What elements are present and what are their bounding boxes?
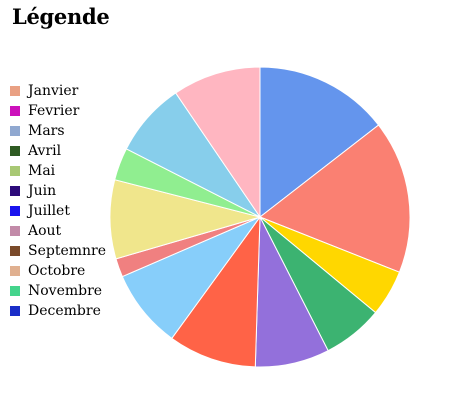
legend-swatch [10, 206, 20, 216]
pie-slice [259, 124, 411, 273]
legend-swatch [10, 106, 20, 116]
pie-slice [259, 66, 380, 219]
legend-label: Janvier [28, 83, 79, 99]
chart-title: Légende [12, 4, 110, 29]
pie-slice [174, 66, 261, 219]
legend-swatch [10, 226, 20, 236]
legend-item: Mars [10, 121, 106, 141]
legend-swatch [10, 266, 20, 276]
legend-item: Novembre [10, 281, 106, 301]
legend-label: Mai [28, 163, 56, 179]
legend-label: Novembre [28, 283, 103, 299]
legend-item: Decembre [10, 301, 106, 321]
legend-label: Mars [28, 123, 65, 139]
legend-label: Juillet [28, 203, 70, 219]
legend-label: Septemnre [28, 243, 107, 259]
legend-item: Juillet [10, 201, 106, 221]
legend-swatch [10, 306, 20, 316]
legend-swatch [10, 166, 20, 176]
legend-item: Janvier [10, 81, 106, 101]
legend-item: Aout [10, 221, 106, 241]
legend-swatch [10, 86, 20, 96]
legend-swatch [10, 286, 20, 296]
legend-item: Septemnre [10, 241, 106, 261]
legend-label: Octobre [28, 263, 86, 279]
legend-label: Aout [28, 223, 62, 239]
legend: Janvier Fevrier Mars Avril Mai Juin Juillet Aou… [10, 81, 106, 321]
legend-swatch [10, 146, 20, 156]
legend-swatch [10, 186, 20, 196]
pie-slice [171, 215, 261, 368]
legend-item: Octobre [10, 261, 106, 281]
legend-label: Fevrier [28, 103, 80, 119]
legend-item: Avril [10, 141, 106, 161]
legend-label: Decembre [28, 303, 101, 319]
legend-swatch [10, 246, 20, 256]
legend-label: Avril [28, 143, 62, 159]
legend-item: Fevrier [10, 101, 106, 121]
legend-label: Juin [28, 183, 57, 199]
legend-swatch [10, 126, 20, 136]
legend-item: Juin [10, 181, 106, 201]
legend-item: Mai [10, 161, 106, 181]
